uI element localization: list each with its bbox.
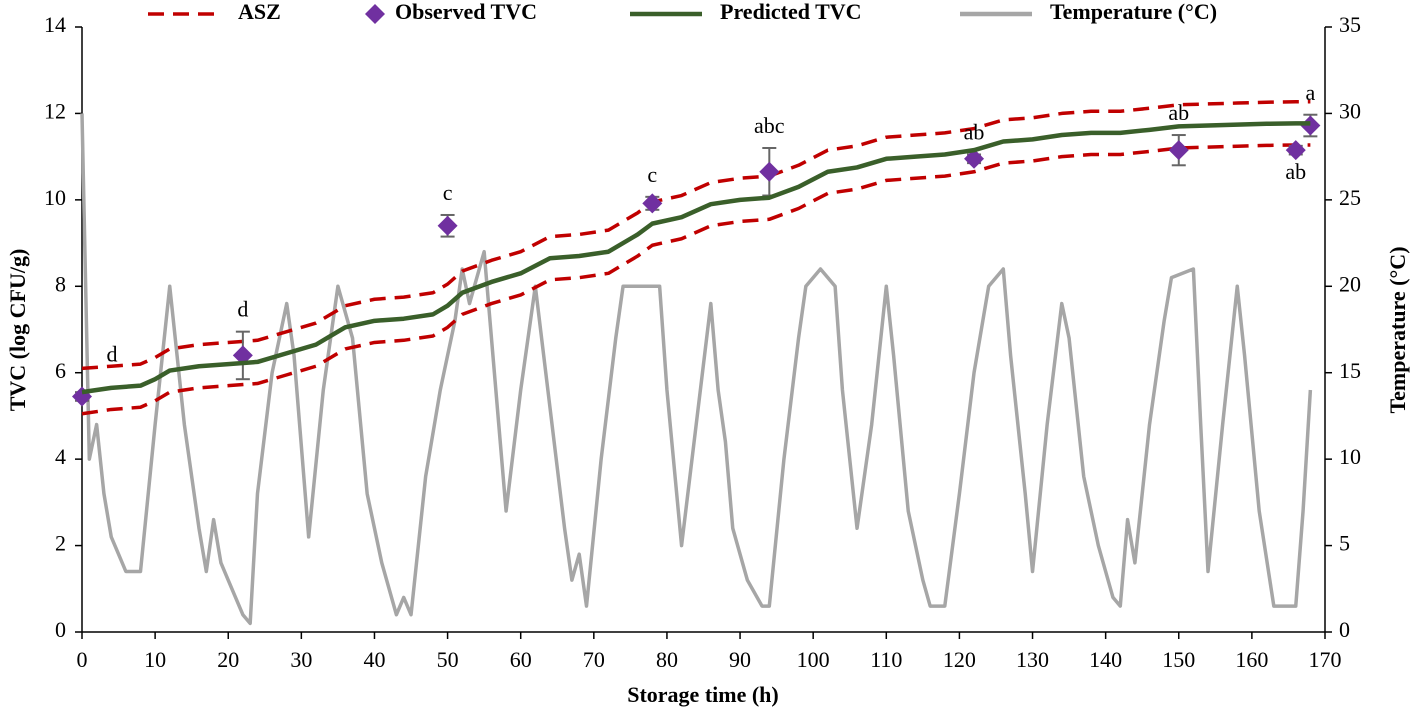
y-tick-label: 4: [55, 444, 66, 469]
x-tick-label: 10: [144, 647, 166, 672]
data-label: a: [1305, 80, 1315, 105]
y-tick-label: 8: [55, 271, 66, 296]
x-tick-label: 110: [870, 647, 902, 672]
data-label: ab: [964, 120, 985, 145]
series-line: [81, 143, 1311, 416]
data-label: ab: [1285, 159, 1306, 184]
x-tick-label: 60: [510, 647, 532, 672]
x-tick-label: 130: [1016, 647, 1049, 672]
x-tick-label: 100: [797, 647, 830, 672]
y2-tick-label: 25: [1339, 185, 1361, 210]
legend-label: Observed TVC: [395, 0, 537, 24]
y-tick-label: 14: [44, 12, 66, 37]
data-label: c: [647, 162, 657, 187]
data-label: d: [107, 342, 118, 367]
x-tick-label: 170: [1309, 647, 1342, 672]
x-tick-label: 120: [943, 647, 976, 672]
x-axis-title: Storage time (h): [627, 682, 779, 707]
data-point: [759, 161, 780, 182]
legend-label: Predicted TVC: [720, 0, 862, 24]
x-tick-label: 140: [1089, 647, 1122, 672]
y2-tick-label: 15: [1339, 358, 1361, 383]
y-axis-title: TVC (log CFU/g): [5, 249, 30, 412]
y2-tick-label: 0: [1339, 617, 1350, 642]
data-label: d: [237, 297, 248, 322]
x-tick-label: 80: [656, 647, 678, 672]
y2-tick-label: 20: [1339, 271, 1361, 296]
data-label: c: [443, 180, 453, 205]
y2-tick-label: 5: [1339, 531, 1350, 556]
x-tick-label: 0: [77, 647, 88, 672]
x-tick-label: 90: [729, 647, 751, 672]
data-point: [642, 193, 663, 214]
y2-tick-label: 10: [1339, 444, 1361, 469]
x-tick-label: 50: [437, 647, 459, 672]
data-point: [964, 148, 985, 169]
data-point: [1168, 140, 1189, 161]
x-tick-label: 70: [583, 647, 605, 672]
y-tick-label: 2: [55, 531, 66, 556]
series-line: [81, 100, 1311, 371]
y-tick-label: 10: [44, 185, 66, 210]
series-line: [80, 113, 1313, 626]
y-tick-label: 12: [44, 98, 66, 123]
legend-label: Temperature (°C): [1050, 0, 1217, 24]
legend-marker: [365, 4, 385, 24]
x-tick-label: 40: [363, 647, 385, 672]
data-label: ab: [1168, 100, 1189, 125]
x-tick-label: 20: [217, 647, 239, 672]
x-tick-label: 30: [290, 647, 312, 672]
data-point: [1285, 140, 1306, 161]
series-line: [81, 121, 1311, 395]
legend-label: ASZ: [238, 0, 281, 24]
x-tick-label: 160: [1235, 647, 1268, 672]
y-tick-label: 6: [55, 358, 66, 383]
y-tick-label: 0: [55, 617, 66, 642]
data-point: [437, 215, 458, 236]
y2-axis-title: Temperature (°C): [1385, 246, 1410, 413]
x-tick-label: 150: [1162, 647, 1195, 672]
y2-tick-label: 30: [1339, 98, 1361, 123]
data-label: abc: [754, 113, 785, 138]
y2-tick-label: 35: [1339, 12, 1361, 37]
